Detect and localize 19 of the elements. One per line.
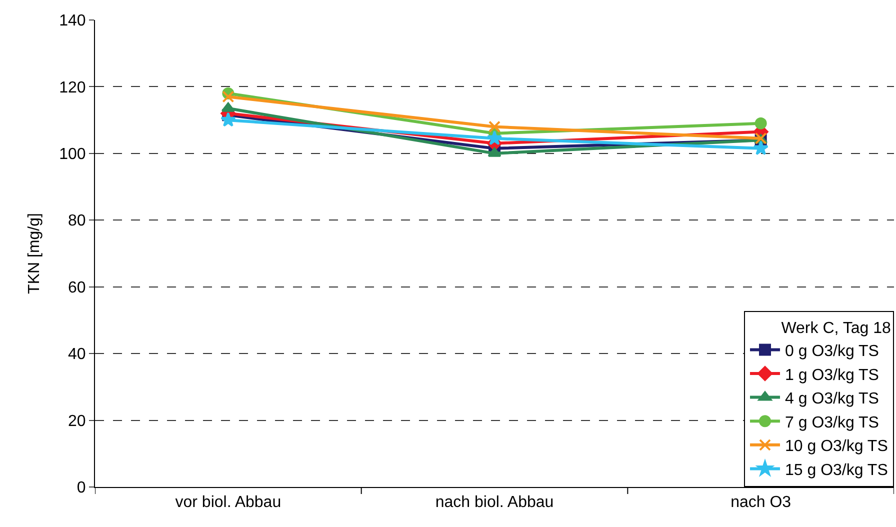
legend-title: Werk C, Tag 18 [781, 320, 891, 337]
legend-label: 15 g O3/kg TS [785, 462, 888, 479]
legend-label: 1 g O3/kg TS [785, 366, 879, 384]
y-tick-label: 40 [68, 346, 86, 364]
x-tick-label: nach biol. Abbau [435, 494, 554, 512]
x-tick-label: vor biol. Abbau [175, 494, 282, 512]
y-tick-label: 20 [68, 412, 86, 430]
x-tick-label: nach O3 [730, 494, 792, 512]
y-axis-title: TKN [mg/g] [26, 213, 43, 294]
y-tick-label: 60 [68, 279, 86, 296]
y-tick-label: 120 [59, 79, 86, 96]
legend-label: 0 g O3/kg TS [785, 342, 879, 360]
legend-label: 10 g O3/kg TS [785, 438, 888, 456]
legend-label: 7 g O3/kg TS [785, 414, 879, 432]
y-tick-label: 0 [76, 480, 86, 497]
y-tick-label: 80 [68, 212, 86, 230]
y-tick-label: 140 [59, 12, 86, 30]
legend-label: 4 g O3/kg TS [785, 390, 879, 408]
y-tick-label: 100 [59, 146, 86, 164]
